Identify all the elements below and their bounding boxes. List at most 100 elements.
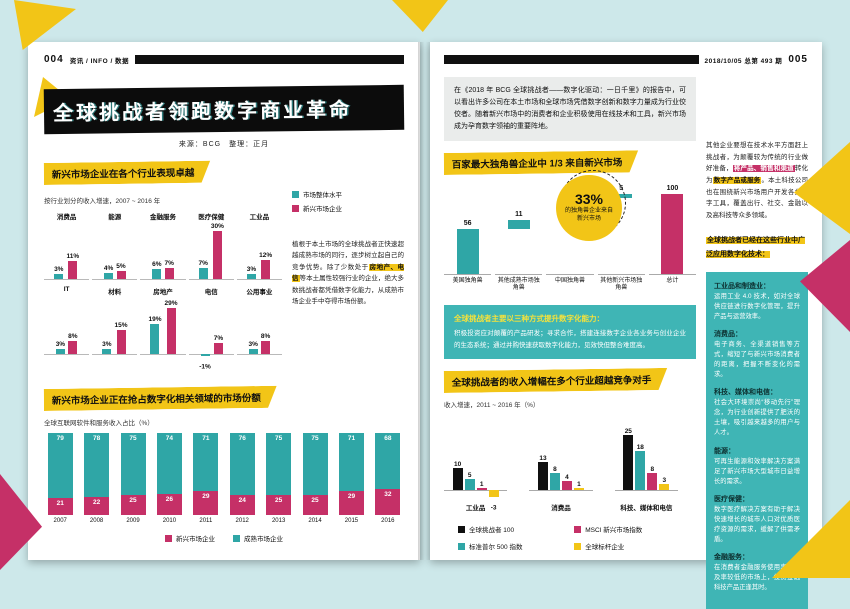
bar-wrap: 19%: [148, 316, 162, 354]
industry-name: 医疗保健：: [714, 495, 749, 503]
category-label: 医疗保健: [198, 214, 225, 221]
approach-body: 积极投资应对颠覆的产品研发；寻求合作，搭建连接数字企业各业务与创业企业的生态系统…: [454, 330, 686, 349]
legend-swatch-magenta: [165, 534, 172, 542]
bar: [213, 342, 223, 354]
stack: 76 24: [229, 433, 255, 515]
industry-item: 消费品： 电子商务、全渠道销售等方式，缩短了与新兴市场消费者的距离，把握不断变化的…: [714, 329, 800, 380]
page-number: 005: [788, 54, 808, 65]
bar-wrap: 11%: [66, 253, 79, 279]
legend-swatch: [458, 542, 465, 550]
bar-group: IT 3% 8%: [44, 286, 90, 355]
chart4-subtitle: 收入增速，2011 ~ 2016 年（%）: [444, 402, 540, 410]
mature-segment: 75: [266, 433, 292, 495]
badge-percent: 33%: [574, 191, 604, 208]
value-label: 5: [467, 472, 472, 480]
bar-group: 材料 3% 15%: [92, 286, 138, 355]
bar-wrap: 6%: [152, 261, 162, 279]
emerging-segment: 24: [229, 495, 255, 515]
intro-paragraph: 在《2018 年 BCG 全球挑战者——数字化驱动：一日千里》的报告中，可以看出…: [444, 77, 696, 141]
legend-swatch-magenta: [292, 204, 299, 212]
bar-wrap: 1: [573, 481, 584, 491]
tech-title-text: 全球挑战者已经在这些行业中广泛应用数字化技术：: [706, 236, 805, 258]
section1-note: 植根于本土市场的全球挑战者正快速超越成熟市场的同行，逐步树立起自己的竞争优势。除…: [292, 239, 405, 307]
section1-heading: 新兴市场企业在各个行业表现卓越: [44, 161, 211, 185]
waterfall-column: 100 总计: [648, 184, 697, 294]
value-label: 4%: [103, 264, 114, 272]
year-label: 2010: [162, 518, 177, 524]
bar: [261, 259, 271, 279]
bar-wrap: 29%: [165, 300, 178, 354]
bar: [456, 228, 479, 274]
bar-wrap: 7%: [199, 260, 208, 279]
bar-chart-row: 消费品 3% 11% 能源 4% 5% 金融服务 6% 7% 医疗保健 7% 30% 工业品 3% 12%: [44, 211, 283, 280]
note-text: 转化为: [706, 165, 809, 185]
bar: [102, 349, 112, 354]
tech-title: 全球挑战者已经在这些行业中广泛应用数字化技术：: [706, 234, 808, 262]
bar: [623, 435, 634, 491]
category-label: 房地产: [153, 289, 173, 296]
emerging-segment: 22: [84, 496, 110, 515]
unicorn-badge: 33% 的独角兽企业来自新兴市场: [556, 169, 626, 241]
legend-label: 市场整体水平: [303, 192, 342, 199]
category-label: 能源: [108, 214, 122, 221]
stack: 75 25: [302, 433, 328, 515]
legend-swatch-teal: [292, 190, 299, 198]
legend-label: 新兴市场企业: [176, 536, 215, 543]
bar-chart-row: IT 3% 8% 材料 3% 15% 房地产 19% 29% 电信 -1% 7% 公用事业 3% 8%: [44, 286, 283, 371]
page-title: 全球挑战者领跑数字商业革命: [43, 84, 405, 135]
note-text: 等本土属性较强行业的企业，绝大多数挑战者都凭借数字化能力，从成熟市场企业手中夺得…: [292, 275, 404, 305]
stacked-column: 75 25 2013: [262, 433, 294, 524]
value-label: 1: [479, 480, 484, 488]
stack: 71 29: [193, 433, 219, 515]
mature-segment: 78: [84, 433, 110, 497]
badge-disc: 33% 的独角兽企业来自新兴市场: [556, 174, 622, 241]
category-label: 美国独角兽: [452, 277, 483, 284]
emerging-segment: 29: [338, 491, 364, 515]
value-label: 10: [454, 461, 462, 469]
industry-name: 消费品：: [714, 331, 742, 338]
year-label: 2016: [381, 518, 395, 524]
mature-segment: 79: [47, 433, 73, 498]
unicorn-section: 33% 的独角兽企业来自新兴市场 56美国独角兽11其他成熟市场独角兽28中国独…: [444, 169, 697, 294]
stack: 78 22: [84, 433, 110, 515]
value-label: 8: [553, 465, 557, 473]
left-folio: 004 资讯 / INFO / 数据: [44, 54, 404, 65]
category-label: 其他成熟市场独角兽: [497, 277, 540, 292]
title-block: 全球挑战者领跑数字商业革命: [34, 77, 405, 135]
stacked-column: 75 25 2009: [117, 433, 149, 524]
value-label: 7%: [198, 259, 208, 267]
value-label: 15%: [114, 322, 128, 329]
emerging-segment: 32: [375, 488, 401, 515]
bar: [212, 231, 222, 279]
section1-body: 按行业划分的收入增速，2007 ~ 2016 年 消费品 3% 11% 能源 4% 5% 金…: [44, 189, 405, 371]
stacked-column: 71 29 2011: [190, 433, 222, 524]
industry-desc: 电子商务、全渠道销售等方式，缩短了与新兴市场消费者的距离，把握不断变化的需求。: [714, 341, 800, 379]
section-label: 资讯 / INFO / 数据: [69, 57, 130, 65]
bar: [200, 354, 210, 356]
bar-group: 能源 4% 5%: [92, 211, 138, 280]
deco-triangle-top-center: [392, 0, 448, 32]
right-main-column: 在《2018 年 BCG 全球挑战者——数字化驱动：一日千里》的报告中，可以看出…: [444, 77, 697, 555]
mature-segment: 76: [229, 433, 255, 496]
category-label: 消费品: [551, 505, 571, 513]
industry-name: 科技、媒体和电信：: [714, 389, 777, 397]
stacked-column: 68 32 2016: [372, 433, 404, 524]
value-label: 12%: [259, 251, 273, 259]
legend-label: 全球挑战者 100: [469, 527, 515, 535]
bar-plot: 10 5 1 -3: [444, 423, 508, 512]
value-label: 4: [565, 474, 569, 482]
note-text: 其他企业要想在技术水平方面赶上挑战者，为颠覆较为传统的行业做好准备，: [706, 142, 808, 173]
legend-label: 成熟市场企业: [244, 536, 283, 543]
stacked-column: 74 26 2010: [153, 433, 185, 524]
highlighted-text: 数字产品或服务: [712, 177, 762, 185]
bar: [248, 349, 258, 354]
value-label: 11%: [66, 253, 80, 261]
bar-plot: 3% 12%: [236, 222, 283, 280]
mature-segment: 75: [302, 433, 328, 495]
value-label: 100: [666, 184, 679, 192]
chart2-subtitle: 全球互联网软件和服务收入占比（%）: [44, 420, 154, 427]
bar-wrap: 13: [537, 455, 548, 491]
bar: [507, 219, 530, 229]
chart2-legend: 新兴市场企业 成熟市场企业: [44, 533, 404, 543]
bar: [635, 450, 646, 491]
